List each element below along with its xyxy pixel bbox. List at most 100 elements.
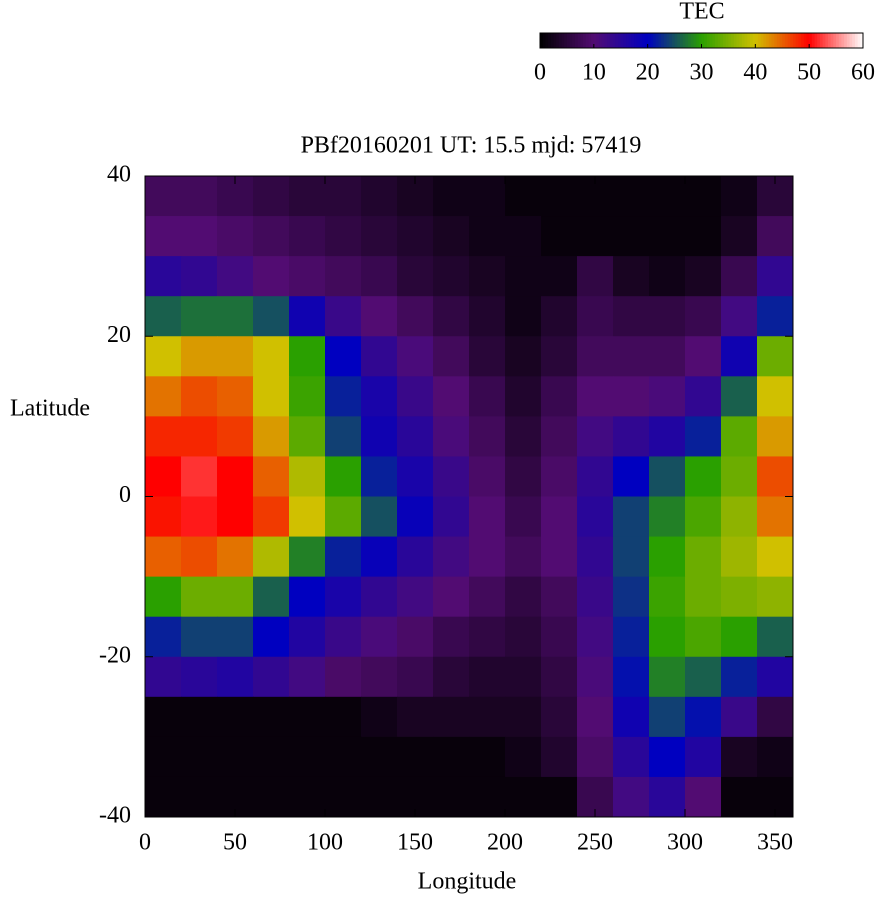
heat-cell: [397, 416, 434, 457]
heat-cell: [505, 776, 542, 818]
colorbar-segment: [669, 33, 673, 48]
colorbar-segment: [725, 33, 729, 48]
heat-cell: [289, 576, 326, 618]
y-axis-label: Latitude: [10, 396, 90, 422]
colorbar-segment: [806, 33, 810, 48]
heat-cell: [469, 776, 506, 818]
heat-cell: [289, 696, 326, 738]
heat-cell: [361, 176, 398, 217]
heat-cell: [469, 576, 506, 618]
heat-cell: [181, 536, 218, 578]
heat-cell: [361, 496, 398, 538]
heat-cell: [721, 376, 758, 417]
colorbar-segment: [631, 33, 635, 48]
heat-cell: [145, 576, 182, 618]
heat-cell: [613, 616, 650, 658]
heat-cell: [397, 656, 434, 698]
heat-cell: [505, 456, 542, 497]
heat-cell: [649, 736, 686, 778]
heat-cell: [289, 216, 326, 257]
heat-cell: [541, 336, 578, 377]
heat-cell: [541, 616, 578, 658]
colorbar-segment: [682, 33, 686, 48]
heat-cell: [721, 576, 758, 618]
heat-cell: [577, 336, 614, 377]
heat-cell: [253, 256, 290, 297]
colorbar-segment: [760, 33, 764, 48]
heat-cell: [325, 576, 362, 618]
heat-cell: [361, 216, 398, 257]
colorbar-segment: [642, 33, 646, 48]
heat-cell: [433, 416, 470, 457]
colorbar-segment: [580, 33, 584, 48]
heat-cell: [685, 496, 722, 538]
heat-cell: [325, 696, 362, 738]
heat-cell: [469, 296, 506, 337]
heat-cell: [541, 256, 578, 297]
heat-cell: [289, 416, 326, 457]
heat-cell: [361, 296, 398, 337]
heat-cell: [145, 696, 182, 738]
heat-cell: [721, 456, 758, 497]
heat-cell: [685, 736, 722, 778]
heat-cell: [577, 696, 614, 738]
heat-cell: [145, 176, 182, 217]
heat-cell: [721, 656, 758, 698]
colorbar-segment: [572, 33, 576, 48]
heat-cell: [577, 736, 614, 778]
heat-cell: [217, 536, 254, 578]
heat-cell: [721, 616, 758, 658]
heat-cell: [145, 416, 182, 457]
heat-cell: [721, 336, 758, 377]
colorbar-segment: [577, 33, 581, 48]
heat-cell: [145, 216, 182, 257]
heat-cell: [469, 616, 506, 658]
heat-cell: [613, 496, 650, 538]
y-tick-label: -20: [99, 642, 131, 668]
heat-cell: [433, 656, 470, 698]
colorbar-segment: [731, 33, 735, 48]
heat-cell: [505, 216, 542, 257]
heat-cell: [253, 376, 290, 417]
heat-cell: [721, 696, 758, 738]
heat-cell: [397, 336, 434, 377]
heat-cell: [721, 176, 758, 217]
heat-cell: [757, 536, 794, 578]
colorbar-segment: [803, 33, 807, 48]
colorbar-segment: [566, 33, 571, 48]
heat-cell: [649, 256, 686, 297]
heat-cell: [505, 176, 542, 217]
colorbar-segment: [860, 33, 864, 48]
heat-cell: [577, 256, 614, 297]
heat-cell: [577, 296, 614, 337]
heat-cell: [469, 456, 506, 497]
heat-cell: [181, 376, 218, 417]
heat-cell: [757, 496, 794, 538]
heat-cell: [613, 416, 650, 457]
heat-cell: [181, 216, 218, 257]
colorbar-tick-label: 60: [851, 60, 875, 86]
heat-cell: [577, 656, 614, 698]
colorbar-segment: [663, 33, 668, 48]
colorbar-segment: [854, 33, 859, 48]
heat-cell: [685, 376, 722, 417]
heat-cell: [577, 536, 614, 578]
heat-cell: [217, 696, 254, 738]
heat-cell: [649, 656, 686, 698]
heat-cell: [217, 216, 254, 257]
heat-cell: [181, 336, 218, 377]
heat-cell: [469, 376, 506, 417]
heat-cell: [253, 336, 290, 377]
heat-cell: [289, 616, 326, 658]
heat-cell: [577, 496, 614, 538]
colorbar-segment: [728, 33, 732, 48]
heat-cell: [253, 776, 290, 818]
colorbar-segment: [771, 33, 775, 48]
colorbar-tick-label: 50: [797, 60, 821, 86]
x-tick-label: 200: [487, 830, 523, 856]
heat-cell: [145, 496, 182, 538]
colorbar-segment: [609, 33, 614, 48]
heat-cell: [433, 216, 470, 257]
heat-cell: [433, 496, 470, 538]
